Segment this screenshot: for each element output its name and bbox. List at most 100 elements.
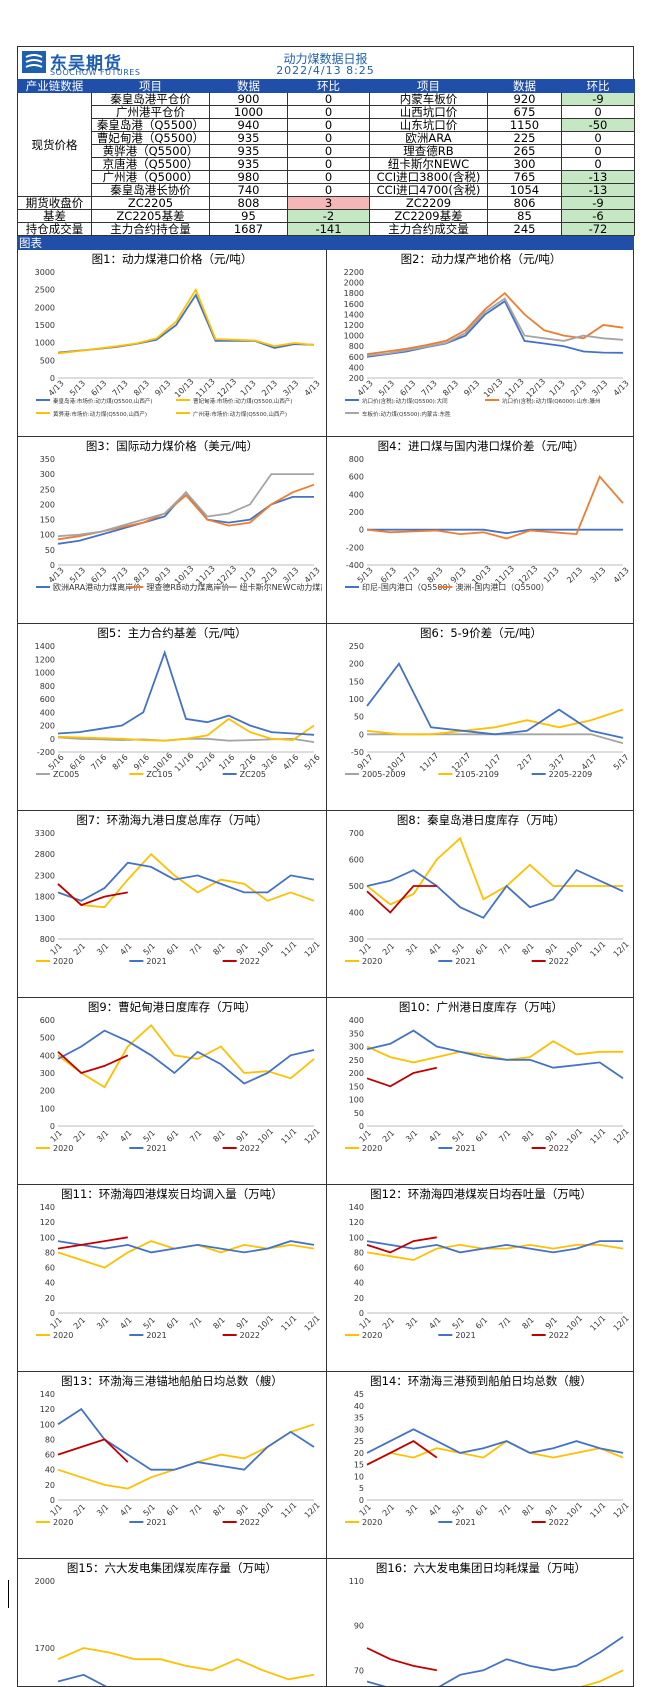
x-tick-label: 5/1 [142, 941, 157, 956]
x-tick-label: 11/13 [503, 377, 526, 400]
item-value: 808 [209, 196, 288, 210]
x-tick-label: 11/1 [588, 1314, 607, 1333]
x-tick-label: 6/16 [68, 753, 87, 772]
x-tick-label: 12/1 [303, 1314, 322, 1333]
series-line-2020 [57, 1647, 315, 1681]
x-tick-label: 6/13 [89, 379, 108, 398]
y-tick-label: 2500 [35, 286, 55, 295]
table-row: 基差 ZC2205基差 95 -2 ZC2209基差 85 -6 [17, 209, 635, 223]
x-tick-label: 11/17 [418, 751, 441, 774]
x-tick-label: 11/13 [194, 377, 217, 400]
legend-label: 纽卡斯尔NEWC动力煤离岸价 [240, 582, 322, 592]
x-tick-label: 10/1 [565, 1314, 584, 1333]
item-name: 秦皇岛港平仓价 [91, 92, 210, 106]
x-tick-label: 1/17 [484, 753, 503, 772]
x-tick-label: 2/1 [381, 1315, 396, 1330]
x-tick-label: 4/13 [612, 566, 631, 585]
series-line-2021 [366, 1240, 623, 1254]
y-tick-label: 140 [40, 1203, 55, 1212]
x-tick-label: 12/1 [612, 940, 631, 959]
x-tick-label: 4/1 [118, 1315, 133, 1330]
x-tick-label: 6/1 [474, 1128, 489, 1143]
x-tick-label: 5/1 [451, 941, 466, 956]
x-tick-label: 1/13 [239, 566, 258, 585]
item-name: 曹妃甸港（Q5500） [91, 131, 210, 145]
column-header: 产业链数据 [17, 79, 92, 93]
item-change: 0 [287, 131, 370, 145]
legend-label: 2020 [53, 1144, 73, 1153]
y-tick-label: 30 [354, 1425, 364, 1434]
x-tick-label: 7/13 [111, 566, 130, 585]
item-change: 0 [287, 105, 370, 119]
chart-title: 图16：六大发电集团日均耗煤量（万吨） [375, 1561, 587, 1575]
chart-panel-7: 图7：环渤海九港日度总库存（万吨） 3300 2800 2300 1800 1300 800… [18, 811, 327, 998]
chart-title: 图10：广州港日度库存（万吨） [398, 1000, 564, 1014]
series-line-s1 [57, 293, 315, 354]
column-header: 数据 [487, 79, 562, 93]
chart-panel-12: 图12：环渤海四港煤炭日均吞吐量（万吨） 140 120 100 80 60 40 20 0 1/… [327, 1185, 633, 1372]
chart-panel-2: 图2：动力煤产地价格（元/吨） 2200 2000 1800 1600 1400 1200 1… [327, 250, 633, 437]
series-line-2021 [57, 1029, 315, 1085]
item-name: ZC2209基差 [369, 209, 488, 223]
x-tick-label: 4/1 [427, 1315, 442, 1330]
table-row: 曹妃甸港（Q5500） 935 0 欧洲ARA 225 0 [18, 131, 635, 145]
series-line-2205-2209 [366, 662, 624, 739]
chart-panel-16: 图16：六大发电集团日均耗煤量（万吨） 110 90 70 [327, 1559, 633, 1686]
x-tick-label: 2/17 [516, 753, 535, 772]
x-tick-label: 4/1 [427, 1502, 442, 1517]
item-value: 935 [209, 157, 288, 171]
item-change: 3 [287, 196, 370, 210]
y-tick-label: 300 [349, 935, 364, 944]
y-tick-label: 1500 [35, 321, 55, 330]
x-tick-label: 12/1 [303, 940, 322, 959]
y-tick-label: 0 [50, 735, 55, 744]
y-tick-label: 10 [354, 1472, 364, 1481]
logo-chinese-name: 东吴期货 [50, 54, 122, 74]
x-tick-label: 11/1 [279, 1314, 298, 1333]
x-tick-label: 4/1 [427, 941, 442, 956]
x-tick-label: 6/13 [379, 566, 398, 585]
x-tick-label: 3/1 [95, 1315, 110, 1330]
legend-label: 2022 [549, 1144, 569, 1153]
item-value: 1150 [487, 118, 562, 132]
y-tick-label: 120 [40, 1218, 55, 1227]
x-tick-label: 7/1 [188, 1502, 203, 1517]
series-line-2020 [57, 1423, 315, 1490]
series-line-s3 [366, 297, 624, 357]
column-header: 环比 [287, 79, 370, 93]
y-tick-label: 80 [45, 1435, 55, 1444]
chart-title: 图9：曹妃甸港日度库存（万吨） [87, 1000, 257, 1014]
item-value: 245 [487, 222, 562, 236]
x-tick-label: 5/13 [68, 566, 87, 585]
x-tick-label: 6/1 [474, 1315, 489, 1330]
report-page: 东吴期货 SOOCHOW FUTURES 动力煤数据日报 2022/4/13 8… [17, 46, 635, 1687]
chart-panel-6: 图6：5-9价差（元/吨） 250 200 150 100 50 0 -50 9/17 10/17… [327, 624, 633, 811]
y-tick-label: 100 [349, 1233, 364, 1242]
x-tick-label: 8/1 [520, 1502, 535, 1517]
x-tick-label: 7/13 [111, 379, 130, 398]
item-name: ZC2205 [91, 196, 210, 210]
item-value: 1054 [487, 183, 562, 197]
item-value: 940 [209, 118, 288, 132]
legend-label: 澳洲-国内港口（Q5500） [455, 582, 549, 592]
item-value: 740 [209, 183, 288, 197]
y-tick-label: 200 [349, 660, 364, 669]
item-value: 935 [209, 144, 288, 158]
y-tick-label: 400 [40, 1051, 55, 1060]
y-tick-label: 40 [45, 1279, 55, 1288]
legend-label: 广州港:市场价:动力煤(Q5500,山西产) [193, 410, 287, 418]
x-tick-label: 12/1 [303, 1127, 322, 1146]
item-name: CCI进口4700(含税) [369, 183, 488, 197]
y-tick-label: 400 [349, 490, 364, 499]
x-tick-label: 7/1 [188, 1128, 203, 1143]
x-tick-label: 2/1 [381, 1502, 396, 1517]
x-tick-label: 3/13 [281, 379, 300, 398]
x-tick-label: 9/13 [449, 566, 468, 585]
y-tick-label: 110 [349, 1577, 364, 1586]
charts-section-label: 图表 [17, 236, 634, 250]
y-tick-label: 20 [354, 1449, 364, 1458]
